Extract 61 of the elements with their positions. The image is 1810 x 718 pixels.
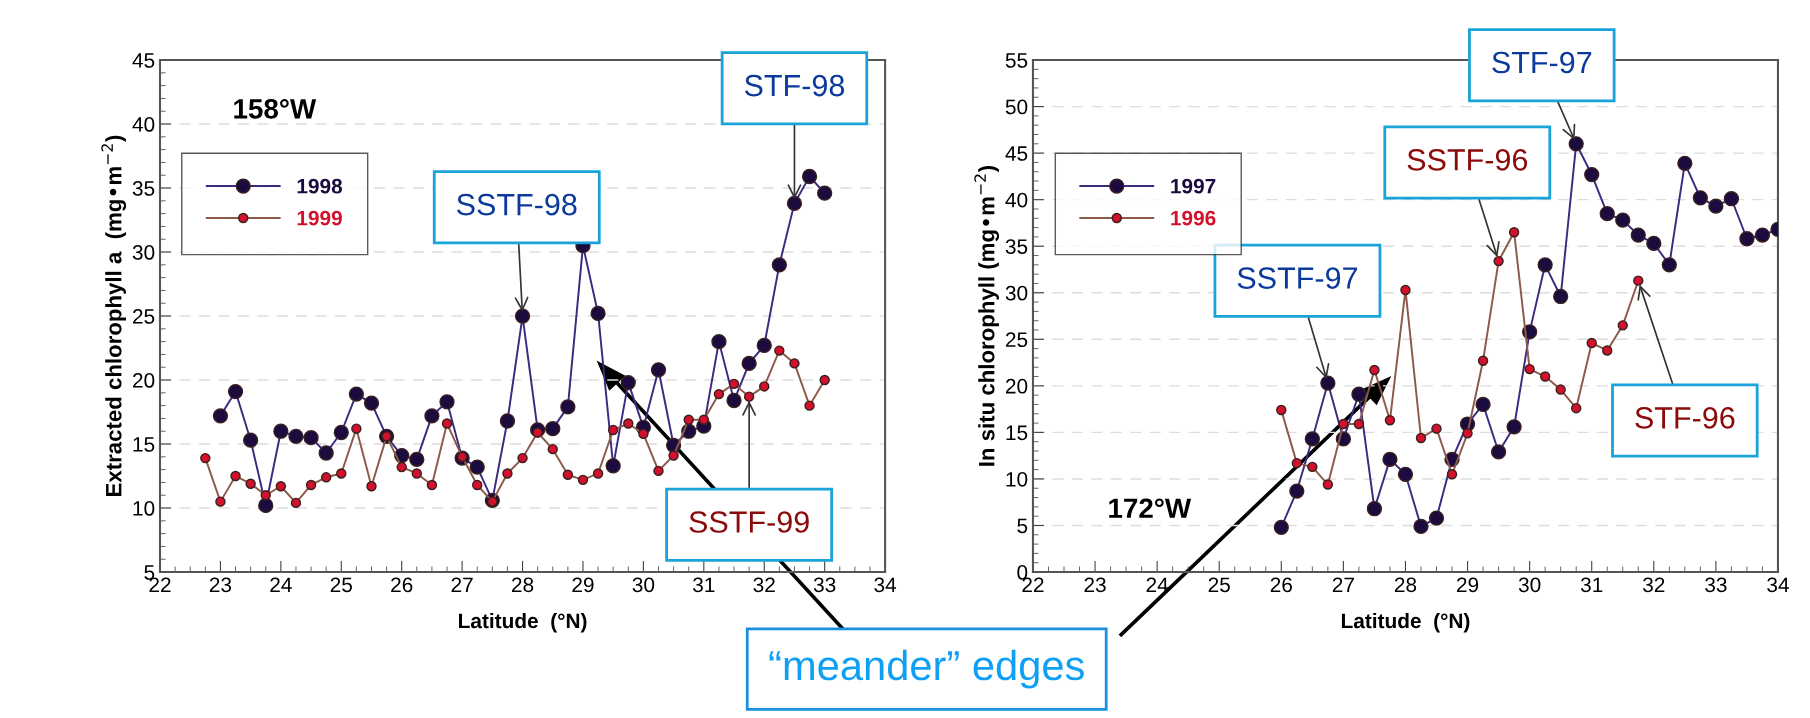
annotation: STF-97 (1492, 51, 1592, 74)
x-tick-label: 28 (1394, 577, 1417, 593)
y-tick-label: 40 (132, 117, 155, 132)
y-axis-title: In situ chlorophyll (mg•m$^{−2}$) (974, 166, 1000, 466)
y-tick-label: 45 (132, 53, 155, 68)
x-axis-title: Latitude (°N) (1341, 612, 1470, 633)
x-axis-title: Latitude (°N) (459, 612, 587, 633)
x-tick-label: 30 (1518, 577, 1541, 593)
x-tick-label: 29 (572, 577, 594, 593)
x-tick-label: 30 (632, 577, 655, 593)
x-tick-label: 34 (874, 577, 897, 593)
annotation: SSTF-96 (1407, 148, 1528, 171)
y-tick-label: 20 (133, 373, 155, 388)
x-tick-label: 27 (1332, 577, 1354, 592)
y-tick-label: 35 (1005, 239, 1028, 254)
y-tick-label: 15 (133, 437, 155, 452)
y-tick-label: 10 (1006, 471, 1028, 487)
y-tick-label: 40 (1005, 192, 1028, 208)
annotation: STF-98 (744, 74, 845, 97)
y-tick-label: 50 (1005, 99, 1028, 115)
x-tick-label: 25 (330, 577, 352, 593)
x-tick-label: 31 (1580, 577, 1603, 593)
x-tick-label: 29 (1457, 577, 1479, 593)
x-tick-label: 32 (1643, 577, 1665, 593)
y-tick-label: 30 (132, 245, 155, 260)
x-tick-label: 25 (1208, 577, 1230, 593)
x-tick-label: 33 (813, 577, 836, 593)
y-axis-title: Extracted chlorophyll a (mg•m$^{−2}$) (101, 135, 127, 496)
legend-label: 1996 (1171, 210, 1216, 226)
x-tick-label: 23 (209, 577, 232, 593)
x-tick-label: 32 (753, 577, 775, 593)
x-tick-label: 31 (693, 577, 715, 593)
y-tick-label: 45 (1005, 146, 1028, 161)
y-tick-label: 15 (1006, 425, 1028, 441)
y-tick-label: 30 (1005, 285, 1028, 301)
text: “meander” edges (769, 649, 1084, 689)
annotation: STF-96 (1635, 407, 1735, 429)
legend-label: 1997 (1171, 178, 1216, 194)
y-tick-label: 35 (132, 181, 155, 196)
x-tick-label: 24 (270, 577, 292, 592)
x-tick-label: 24 (1146, 577, 1169, 592)
x-tick-label: 23 (1084, 577, 1106, 593)
annotation: SSTF-99 (689, 511, 809, 533)
annotation: 172°W (1109, 498, 1192, 518)
annotation: SSTF-98 (457, 193, 577, 216)
x-tick-label: 33 (1705, 577, 1727, 593)
x-tick-label: 26 (1270, 577, 1292, 593)
x-tick-label: 26 (391, 577, 413, 593)
annotation: 158°W (234, 99, 317, 119)
y-tick-label: 55 (1005, 53, 1028, 68)
y-tick-label: 5 (1017, 518, 1028, 534)
y-tick-label: 10 (133, 501, 155, 516)
annotation: SSTF-97 (1237, 267, 1358, 289)
y-tick-label: 20 (1005, 378, 1028, 394)
legend-label: 1999 (297, 210, 342, 226)
x-tick-label: 34 (1767, 577, 1789, 593)
x-tick-label: 28 (512, 577, 534, 593)
y-tick-label: 25 (1005, 332, 1028, 348)
legend-label: 1998 (297, 178, 343, 194)
y-tick-label: 25 (133, 309, 155, 324)
x-tick-label: 27 (451, 577, 473, 592)
